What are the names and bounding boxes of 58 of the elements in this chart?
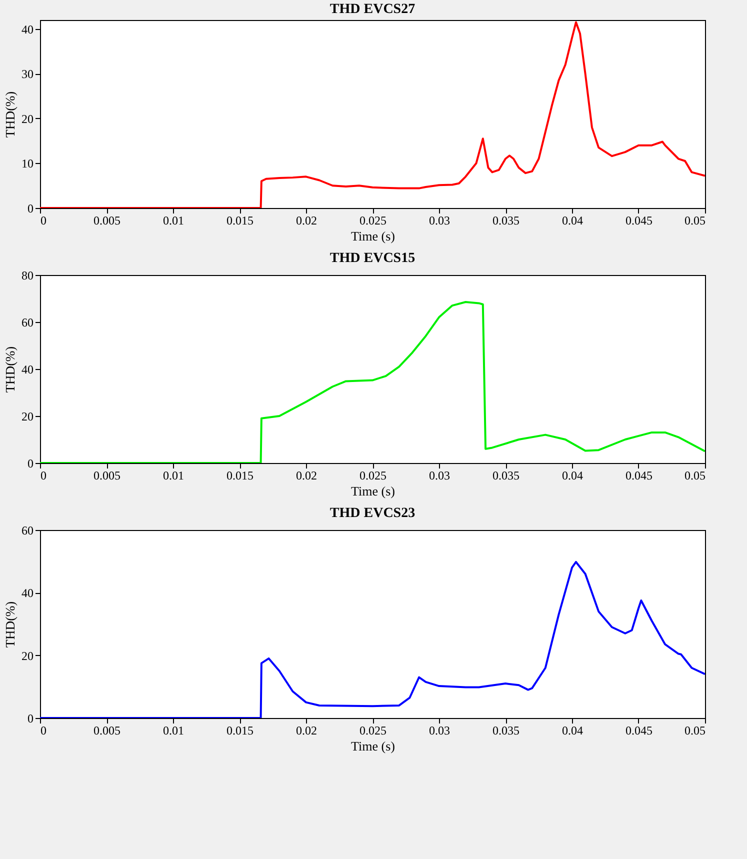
y-tick-label: 0 [28, 202, 34, 216]
x-tick-label: 0.005 [94, 724, 120, 738]
x-axis-title: Time (s) [351, 738, 395, 754]
x-axis-title: Time (s) [351, 484, 395, 498]
x-tick-label: 0.02 [296, 724, 317, 738]
y-tick-label: 0 [28, 456, 34, 470]
y-tick-label: 60 [22, 524, 34, 538]
x-tick-label: 0.01 [163, 214, 184, 228]
y-tick-label: 20 [22, 648, 34, 663]
x-tick-label: 0.015 [226, 468, 254, 482]
x-tick-label: 0.04 [562, 468, 583, 482]
y-axis-title: THD(%) [2, 346, 18, 393]
x-tick-label: 0.05 [684, 468, 706, 482]
x-tick-label: 0.04 [562, 724, 583, 738]
y-axis-title: THD(%) [2, 91, 18, 138]
y-tick-label: 80 [22, 268, 34, 282]
y-tick-label: 20 [22, 410, 34, 424]
y-tick-label: 20 [22, 112, 34, 126]
line-series [40, 301, 705, 463]
chart-title: THD EVCS27 [330, 2, 416, 17]
x-tick-label: 0.04 [562, 214, 583, 228]
x-tick-label: 0.015 [226, 724, 254, 738]
x-tick-label: 0.035 [492, 468, 520, 482]
x-tick-label: 0.045 [626, 468, 652, 482]
chart-title: THD EVCS23 [330, 506, 416, 521]
chart-title: THD EVCS15 [330, 251, 416, 266]
x-tick-label: 0.01 [163, 468, 184, 482]
x-tick-label: 0.05 [684, 214, 706, 228]
x-tick-label: 0.015 [226, 214, 254, 228]
y-tick-label: 40 [22, 586, 34, 600]
x-tick-label: 0.005 [94, 214, 120, 228]
x-tick-label: 0.02 [296, 468, 317, 482]
x-tick-label: 0 [40, 468, 46, 482]
x-tick-label: 0.03 [429, 214, 450, 228]
x-tick-label: 0.03 [429, 468, 450, 482]
x-tick-label: 0.035 [492, 214, 520, 228]
x-tick-label: 0.035 [492, 724, 520, 738]
x-tick-label: 0.01 [163, 724, 184, 738]
line-series [40, 560, 705, 718]
y-axis-title: THD(%) [2, 601, 18, 648]
x-tick-label: 0.025 [360, 214, 386, 228]
y-tick-label: 0 [28, 712, 34, 726]
x-tick-label: 0.05 [684, 724, 706, 738]
x-tick-label: 0.045 [626, 214, 652, 228]
y-tick-label: 10 [22, 156, 34, 171]
x-tick-label: 0 [40, 724, 46, 738]
x-tick-label: 0.03 [429, 724, 450, 738]
x-tick-label: 0.045 [626, 724, 652, 738]
y-tick-label: 40 [22, 22, 34, 36]
y-tick-label: 60 [22, 316, 34, 330]
x-axis-title: Time (s) [351, 228, 395, 244]
x-tick-label: 0.005 [94, 468, 120, 482]
x-tick-label: 0.025 [360, 724, 386, 738]
y-tick-label: 40 [22, 362, 34, 376]
x-tick-label: 0.02 [296, 214, 317, 228]
x-tick-label: 0.025 [360, 468, 386, 482]
x-tick-label: 0 [40, 214, 46, 228]
y-tick-label: 30 [22, 67, 34, 82]
